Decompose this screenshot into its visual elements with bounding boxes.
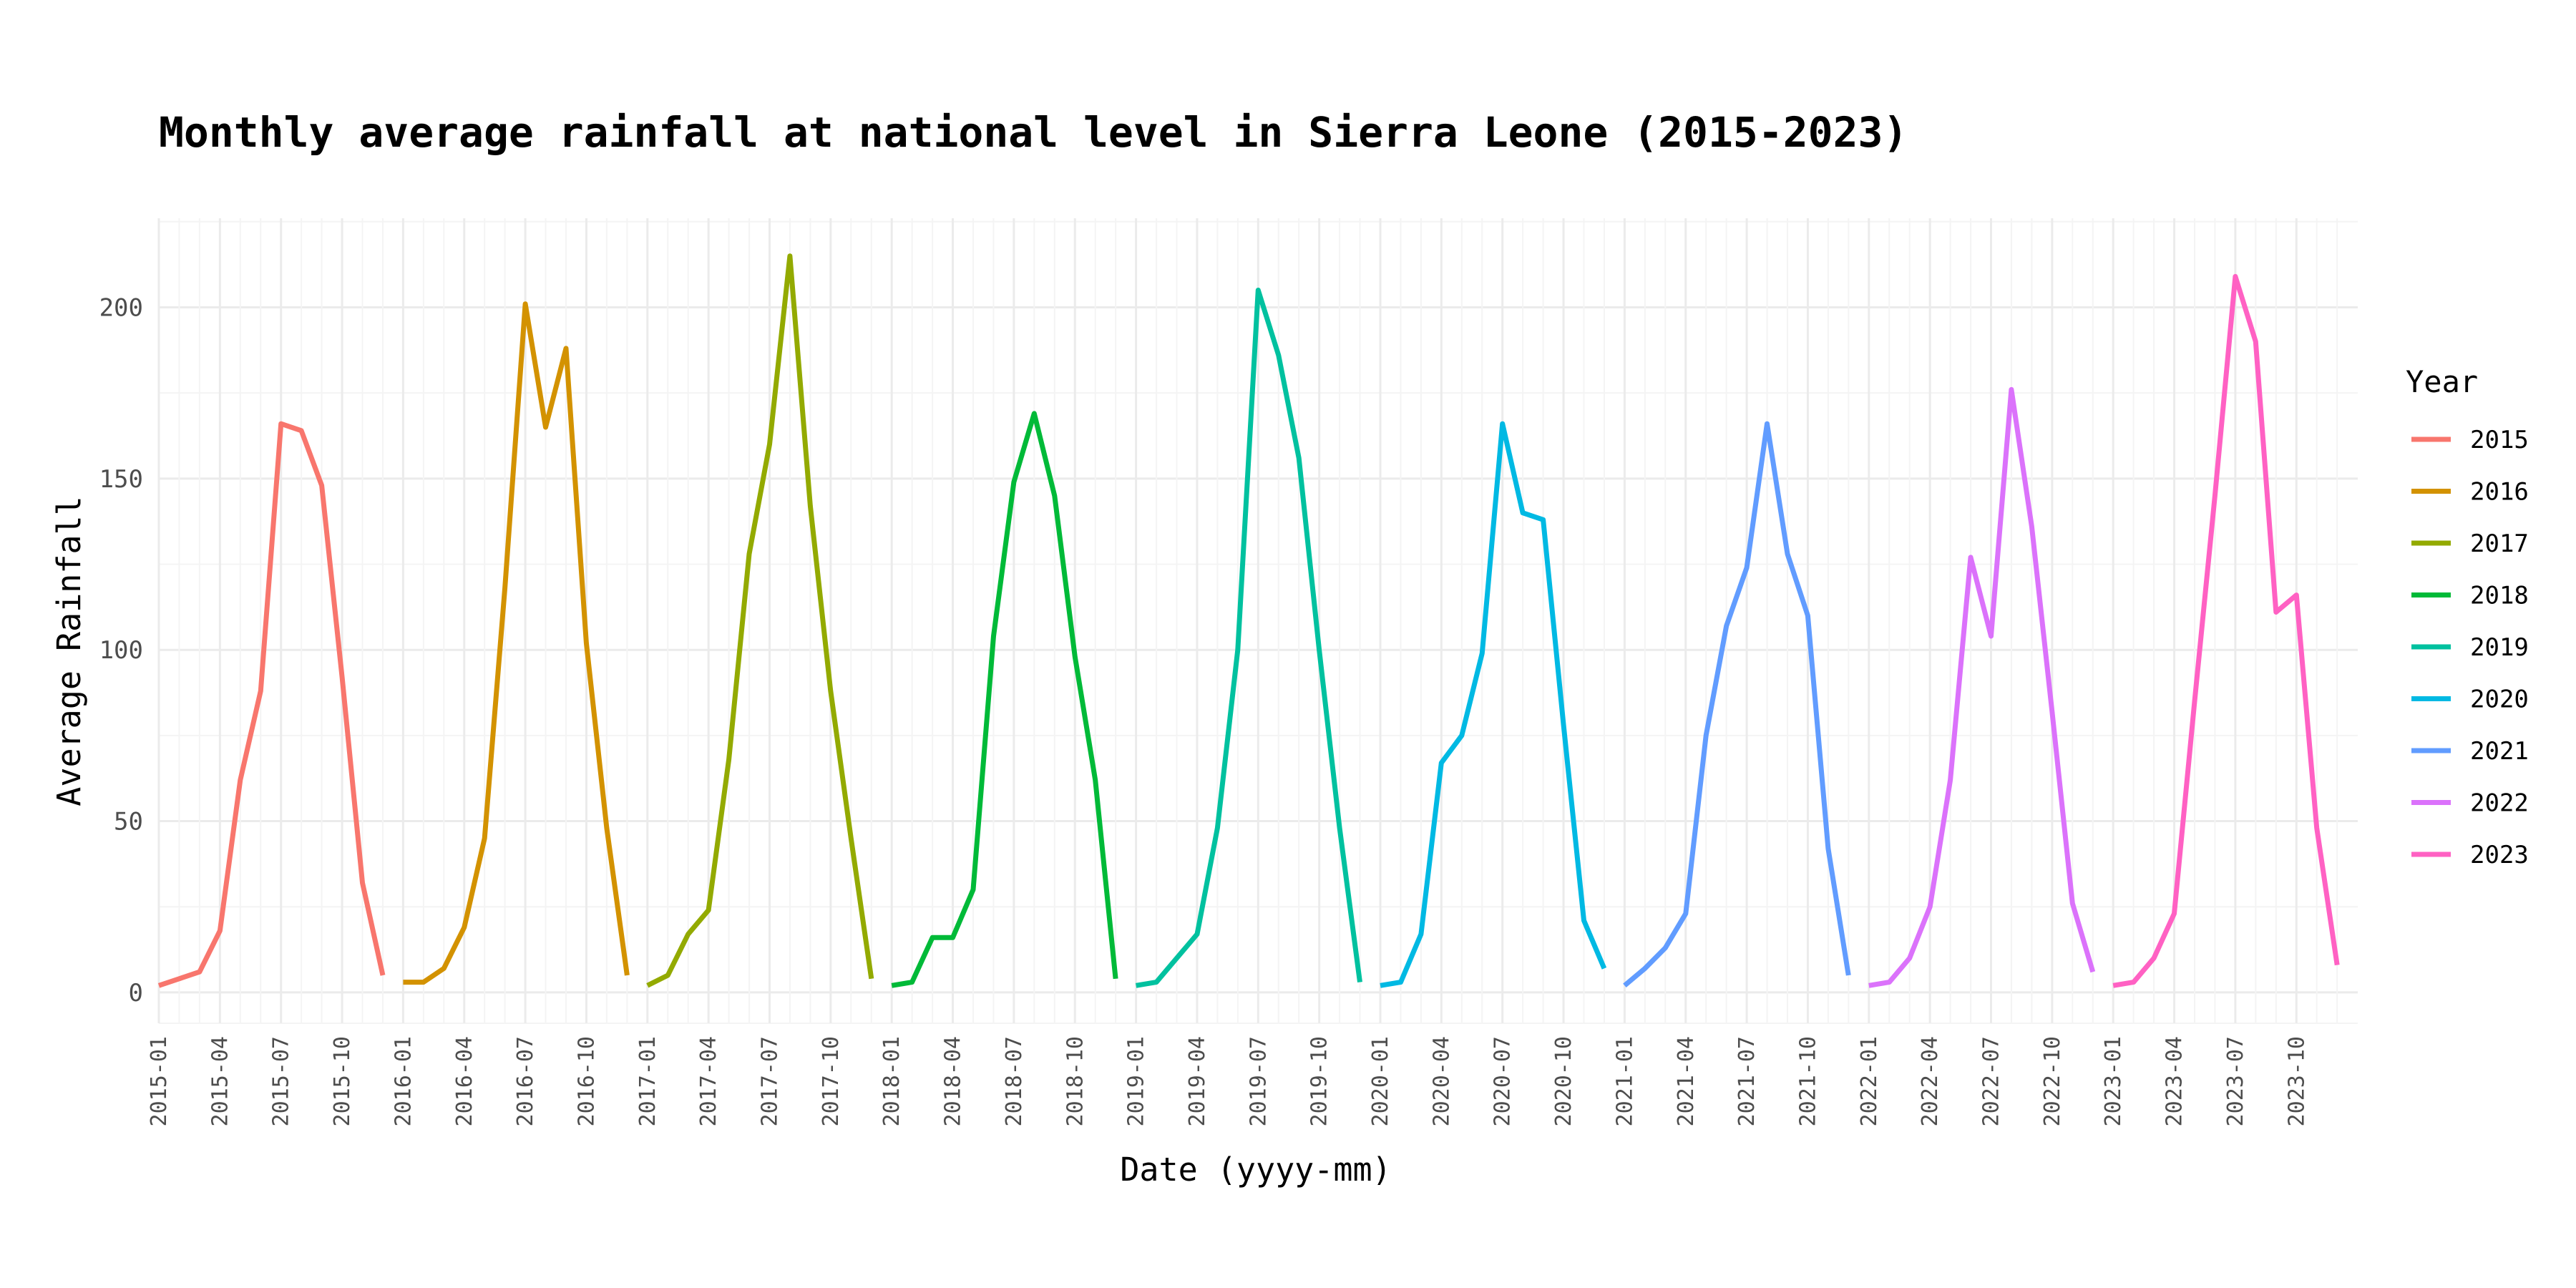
x-tick-label: 2018-07 (1002, 1036, 1027, 1126)
x-tick-label: 2016-07 (513, 1036, 538, 1126)
x-tick-label: 2022-04 (1918, 1036, 1943, 1126)
y-axis-ticks: 0 50 100 150 200 (99, 293, 143, 1007)
legend-label-2018: 2018 (2470, 582, 2529, 610)
legend-label-2016: 2016 (2470, 478, 2529, 507)
x-axis-title: Date (yyyy-mm) (1120, 1151, 1391, 1189)
y-tick-label: 200 (99, 293, 143, 322)
legend-label-2020: 2020 (2470, 686, 2529, 714)
x-tick-label: 2021-10 (1795, 1036, 1820, 1126)
legend: 2015 2016 2017 2018 2019 2020 2021 2022 2023 (2411, 426, 2529, 869)
x-tick-label: 2022-07 (1979, 1036, 2004, 1126)
x-tick-label: 2023-04 (2162, 1036, 2187, 1126)
x-tick-label: 2016-10 (574, 1036, 599, 1126)
x-tick-label: 2019-04 (1185, 1036, 1210, 1126)
series-line-2018 (891, 411, 1118, 988)
series-line-2023 (2112, 273, 2340, 988)
x-tick-label: 2021-04 (1674, 1036, 1699, 1126)
grid-lines (157, 218, 2358, 1024)
legend-title: Year (2406, 364, 2478, 399)
x-tick-label: 2023-10 (2284, 1036, 2309, 1126)
y-tick-label: 100 (99, 636, 143, 665)
legend-label-2021: 2021 (2470, 737, 2529, 766)
x-tick-label: 2017-07 (758, 1036, 783, 1126)
x-tick-label: 2018-04 (941, 1036, 966, 1126)
x-tick-label: 2015-07 (269, 1036, 294, 1126)
series-lines (157, 253, 2340, 988)
x-tick-label: 2020-07 (1491, 1036, 1516, 1126)
series-line-2017 (646, 253, 874, 988)
x-tick-label: 2023-07 (2223, 1036, 2248, 1126)
x-tick-label: 2018-10 (1063, 1036, 1088, 1126)
series-line-2015 (157, 421, 386, 988)
y-tick-label: 50 (114, 808, 143, 836)
x-tick-label: 2022-10 (2040, 1036, 2065, 1126)
x-tick-label: 2019-10 (1307, 1036, 1332, 1126)
x-tick-label: 2019-01 (1124, 1036, 1149, 1126)
series-line-2022 (1868, 386, 2096, 988)
x-tick-label: 2019-07 (1246, 1036, 1271, 1126)
x-tick-label: 2020-10 (1551, 1036, 1576, 1126)
x-tick-label: 2022-01 (1857, 1036, 1882, 1126)
legend-label-2023: 2023 (2470, 841, 2529, 869)
x-tick-label: 2015-04 (208, 1036, 233, 1126)
x-tick-label: 2017-04 (696, 1036, 721, 1126)
legend-label-2022: 2022 (2470, 789, 2529, 818)
x-tick-label: 2021-01 (1612, 1036, 1637, 1126)
x-tick-label: 2015-01 (147, 1036, 172, 1126)
series-line-2021 (1623, 421, 1851, 987)
legend-label-2019: 2019 (2470, 633, 2529, 662)
x-tick-label: 2020-04 (1429, 1036, 1454, 1126)
legend-label-2015: 2015 (2470, 426, 2529, 454)
x-tick-label: 2017-10 (819, 1036, 844, 1126)
series-line-2019 (1136, 288, 1362, 988)
x-tick-label: 2020-01 (1368, 1036, 1393, 1126)
x-tick-label: 2015-10 (330, 1036, 355, 1126)
x-tick-label: 2016-04 (452, 1036, 477, 1126)
series-line-2016 (403, 301, 630, 985)
y-axis-title: Average Rainfall (50, 496, 88, 806)
x-tick-label: 2017-01 (635, 1036, 660, 1126)
x-tick-label: 2016-01 (391, 1036, 416, 1126)
x-tick-label: 2023-01 (2101, 1036, 2126, 1126)
y-tick-label: 0 (129, 979, 143, 1008)
y-tick-label: 150 (99, 465, 143, 494)
x-tick-label: 2018-01 (879, 1036, 904, 1126)
legend-label-2017: 2017 (2470, 530, 2529, 558)
x-tick-label: 2021-07 (1735, 1036, 1760, 1126)
chart-title: Monthly average rainfall at national lev… (159, 108, 1908, 157)
series-line-2020 (1380, 421, 1607, 988)
x-axis-ticks: 2015-01 2015-04 2015-07 2015-10 2016-01 2016-… (147, 1036, 2309, 1126)
